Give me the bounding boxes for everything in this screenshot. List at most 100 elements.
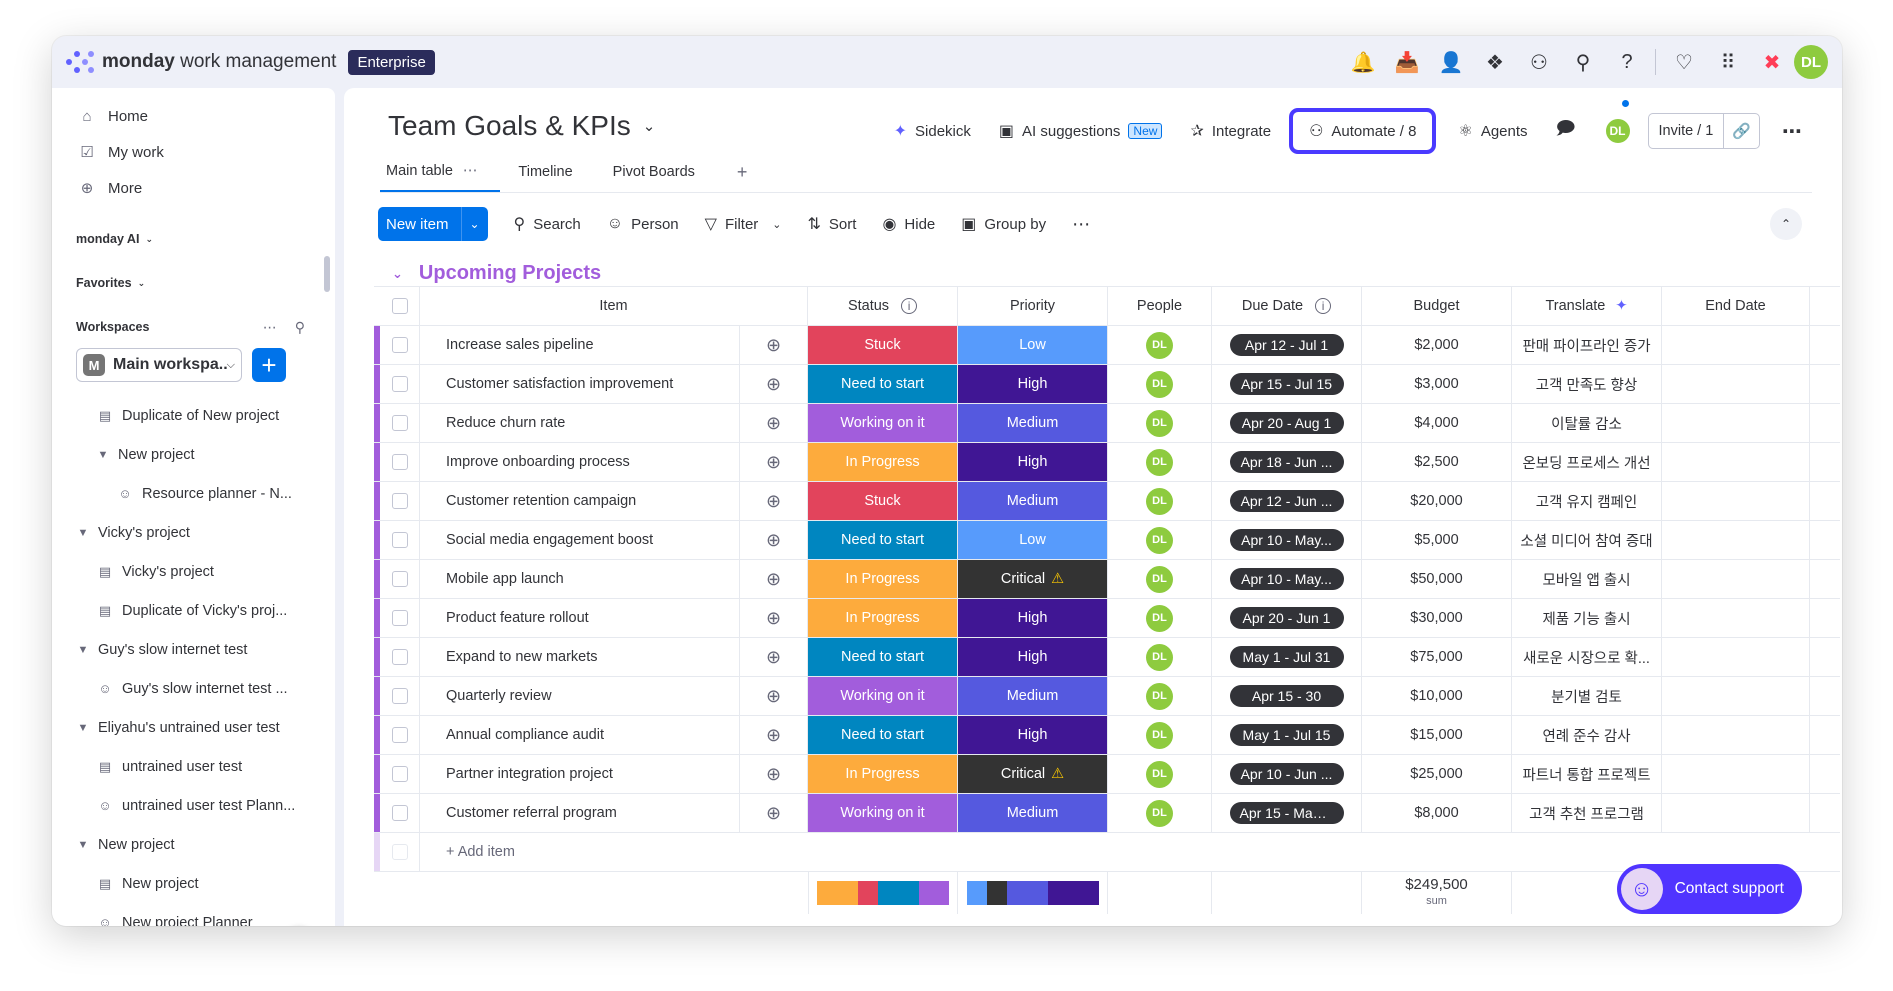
column-header-budget[interactable]: Budget [1362, 287, 1512, 325]
item-name[interactable]: Customer satisfaction improvement [420, 365, 740, 403]
hide-button[interactable]: ◉ Hide [882, 214, 935, 234]
due-date-cell[interactable]: Apr 10 - Jun ... [1212, 755, 1362, 793]
tab-pivot-boards[interactable]: Pivot Boards [595, 152, 717, 192]
end-date-cell[interactable] [1662, 755, 1810, 793]
budget-cell[interactable]: $2,000 [1362, 326, 1512, 364]
sidebar-tree-item[interactable]: ▤ Vicky's project [76, 552, 319, 591]
end-date-cell[interactable] [1662, 677, 1810, 715]
due-date-cell[interactable]: Apr 12 - Jul 1 [1212, 326, 1362, 364]
sidebar-tree-item[interactable]: ▼ Guy's slow internet test [76, 630, 319, 669]
status-cell[interactable]: In Progress [808, 560, 958, 598]
priority-cell[interactable]: High [958, 599, 1108, 637]
sidebar-tree-item[interactable]: ▼ Vicky's project [76, 513, 319, 552]
priority-cell[interactable]: Medium [958, 482, 1108, 520]
due-date-cell[interactable]: May 1 - Jul 31 [1212, 638, 1362, 676]
budget-cell[interactable]: $2,500 [1362, 443, 1512, 481]
invite-members-icon[interactable]: 👤 [1438, 51, 1464, 74]
bell-icon[interactable]: 🔔 [1350, 51, 1376, 74]
priority-cell[interactable]: Low [958, 521, 1108, 559]
end-date-cell[interactable] [1662, 482, 1810, 520]
table-row[interactable]: Improve onboarding process ⊕ In Progress Hi… [374, 443, 1840, 482]
priority-cell[interactable]: High [958, 365, 1108, 403]
people-cell[interactable]: DL [1108, 326, 1212, 364]
priority-cell[interactable]: Critical ⚠ [958, 560, 1108, 598]
table-row[interactable]: Increase sales pipeline ⊕ Stuck Low DL Apr 12… [374, 326, 1840, 365]
status-cell[interactable]: Need to start [808, 638, 958, 676]
search-icon[interactable]: ⚲ [1575, 51, 1591, 74]
status-cell[interactable]: In Progress [808, 755, 958, 793]
row-checkbox[interactable] [380, 794, 420, 832]
item-name[interactable]: Annual compliance audit [420, 716, 740, 754]
priority-cell[interactable]: High [958, 443, 1108, 481]
people-cell[interactable]: DL [1108, 404, 1212, 442]
add-update-icon[interactable]: ⊕ [740, 482, 808, 520]
sidebar-tree-item[interactable]: ▤ Duplicate of New project [76, 396, 319, 435]
priority-cell[interactable]: Medium [958, 677, 1108, 715]
apps-icon[interactable]: ❖ [1486, 51, 1504, 74]
end-date-cell[interactable] [1662, 521, 1810, 559]
translate-cell[interactable]: 고객 유지 캠페인 [1512, 482, 1662, 520]
select-all-checkbox[interactable] [380, 287, 420, 325]
add-workspace-button[interactable]: + [252, 348, 286, 382]
status-cell[interactable]: In Progress [808, 443, 958, 481]
chevron-down-icon[interactable]: ⌄ [772, 218, 782, 231]
due-date-cell[interactable]: May 1 - Jul 15 [1212, 716, 1362, 754]
sort-button[interactable]: ⇅ Sort [808, 214, 857, 234]
people-cell[interactable]: DL [1108, 794, 1212, 832]
add-update-icon[interactable]: ⊕ [740, 599, 808, 637]
table-row[interactable]: Mobile app launch ⊕ In Progress Critical ⚠ DL… [374, 560, 1840, 599]
item-name[interactable]: Quarterly review [420, 677, 740, 715]
row-checkbox[interactable] [380, 599, 420, 637]
budget-cell[interactable]: $25,000 [1362, 755, 1512, 793]
add-view-icon[interactable]: + [736, 161, 748, 182]
item-name[interactable]: Mobile app launch [420, 560, 740, 598]
column-header-end-date[interactable]: End Date [1662, 287, 1810, 325]
priority-cell[interactable]: Medium [958, 404, 1108, 442]
sidebar-tree-item[interactable]: ▤ New project [76, 864, 319, 903]
invite-button[interactable]: Invite / 1 🔗 [1647, 113, 1760, 149]
chevron-up-icon[interactable]: ⌃ [1770, 208, 1802, 240]
more-icon[interactable]: ⋯ [462, 163, 479, 179]
automate-button[interactable]: ⚇ Automate / 8 [1289, 108, 1437, 154]
add-update-icon[interactable]: ⊕ [740, 716, 808, 754]
chevron-down-icon[interactable]: ▼ [77, 838, 89, 851]
budget-cell[interactable]: $3,000 [1362, 365, 1512, 403]
board-avatar[interactable]: DL [1603, 117, 1632, 145]
budget-cell[interactable]: $20,000 [1362, 482, 1512, 520]
status-summary[interactable] [808, 872, 958, 914]
chevron-down-icon[interactable]: ⌄ [392, 265, 403, 281]
item-name[interactable]: Improve onboarding process [420, 443, 740, 481]
row-checkbox[interactable] [380, 482, 420, 520]
due-date-cell[interactable]: Apr 15 - May ... [1212, 794, 1362, 832]
table-row[interactable]: Customer retention campaign ⊕ Stuck Medium D… [374, 482, 1840, 521]
item-name[interactable]: Partner integration project [420, 755, 740, 793]
priority-cell[interactable]: High [958, 716, 1108, 754]
table-row[interactable]: Social media engagement boost ⊕ Need to st… [374, 521, 1840, 560]
status-cell[interactable]: Stuck [808, 326, 958, 364]
add-update-icon[interactable]: ⊕ [740, 638, 808, 676]
more-icon[interactable]: ⋯ [262, 318, 277, 335]
status-cell[interactable]: In Progress [808, 599, 958, 637]
item-name[interactable]: Expand to new markets [420, 638, 740, 676]
sidebar-tree-item[interactable]: ▼ New project [76, 825, 319, 864]
end-date-cell[interactable] [1662, 638, 1810, 676]
due-date-cell[interactable]: Apr 12 - Jun ... [1212, 482, 1362, 520]
status-cell[interactable]: Working on it [808, 794, 958, 832]
row-checkbox[interactable] [380, 716, 420, 754]
budget-sum[interactable]: $249,500 sum [1362, 872, 1512, 914]
chevron-down-icon[interactable]: ▼ [77, 721, 89, 734]
status-cell[interactable]: Need to start [808, 365, 958, 403]
end-date-cell[interactable] [1662, 716, 1810, 754]
item-name[interactable]: Customer retention campaign [420, 482, 740, 520]
column-header-due-date[interactable]: Due Date i [1212, 287, 1362, 325]
priority-cell[interactable]: High [958, 638, 1108, 676]
end-date-cell[interactable] [1662, 599, 1810, 637]
sidebar-item-more[interactable]: ⊕ More [76, 170, 319, 206]
status-cell[interactable]: Working on it [808, 677, 958, 715]
translate-cell[interactable]: 파트너 통합 프로젝트 [1512, 755, 1662, 793]
people-cell[interactable]: DL [1108, 716, 1212, 754]
sidekick-button[interactable]: ✦ Sidekick [894, 121, 971, 141]
translate-cell[interactable]: 분기별 검토 [1512, 677, 1662, 715]
item-name[interactable]: Product feature rollout [420, 599, 740, 637]
new-item-button[interactable]: New item ⌄ [378, 207, 488, 241]
